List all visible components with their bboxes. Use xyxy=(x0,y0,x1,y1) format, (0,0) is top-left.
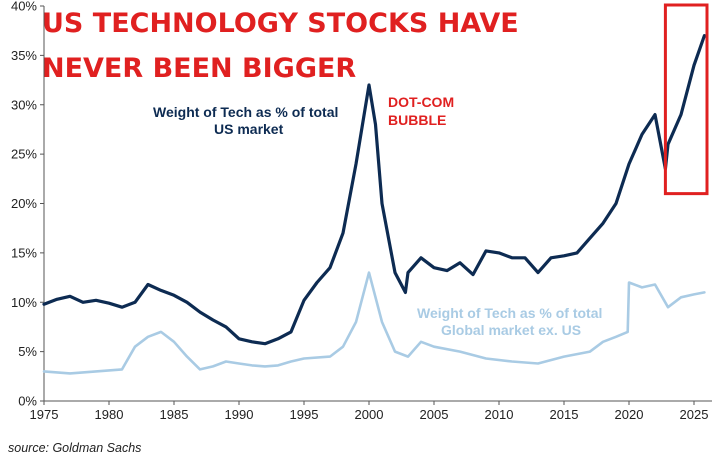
source-note: source: Goldman Sachs xyxy=(8,441,141,455)
series-line-global xyxy=(42,271,706,375)
series-label-global-line-1: Weight of Tech as % of total xyxy=(417,305,602,321)
y-tick-label: 25% xyxy=(11,147,37,162)
x-tick-label: 1995 xyxy=(290,407,319,422)
y-tick-label: 10% xyxy=(11,295,37,310)
y-tick-label: 30% xyxy=(11,97,37,112)
x-tick-label: 2015 xyxy=(550,407,579,422)
x-tick-label: 2020 xyxy=(615,407,644,422)
x-tick-label: 1975 xyxy=(30,407,59,422)
x-tick-label: 1980 xyxy=(95,407,124,422)
y-tick-label: 5% xyxy=(18,344,37,359)
axes: 0% 5% 10% 15% 20% 25% 30% 35% 40% 1975 1980 1985 19… xyxy=(11,0,712,422)
series-label-us-line-1: Weight of Tech as % of total xyxy=(153,104,338,120)
x-tick-label: 2010 xyxy=(485,407,514,422)
dot-com-label-line-1: DOT-COM xyxy=(388,94,454,110)
series-label-global-line-2: Global market ex. US xyxy=(441,322,581,338)
x-tick-label: 1985 xyxy=(160,407,189,422)
y-tick-label: 35% xyxy=(11,48,37,63)
x-tick-label: 2025 xyxy=(680,407,709,422)
y-tick-label: 40% xyxy=(11,0,37,14)
y-tick-label: 15% xyxy=(11,245,37,260)
series-label-us-line-2: US market xyxy=(214,121,284,137)
chart-title-line-2: NEVER BEEN BIGGER xyxy=(42,53,356,84)
series-layer xyxy=(42,34,706,375)
x-tick-label: 2000 xyxy=(355,407,384,422)
series-line-us xyxy=(42,34,706,346)
highlight-box xyxy=(663,3,709,196)
dot-com-label-line-2: BUBBLE xyxy=(388,112,446,128)
y-tick-label: 0% xyxy=(18,394,37,409)
chart-title-line-1: US TECHNOLOGY STOCKS HAVE xyxy=(42,8,519,39)
x-tick-label: 2005 xyxy=(420,407,449,422)
y-tick-label: 20% xyxy=(11,196,37,211)
x-tick-label: 1990 xyxy=(225,407,254,422)
